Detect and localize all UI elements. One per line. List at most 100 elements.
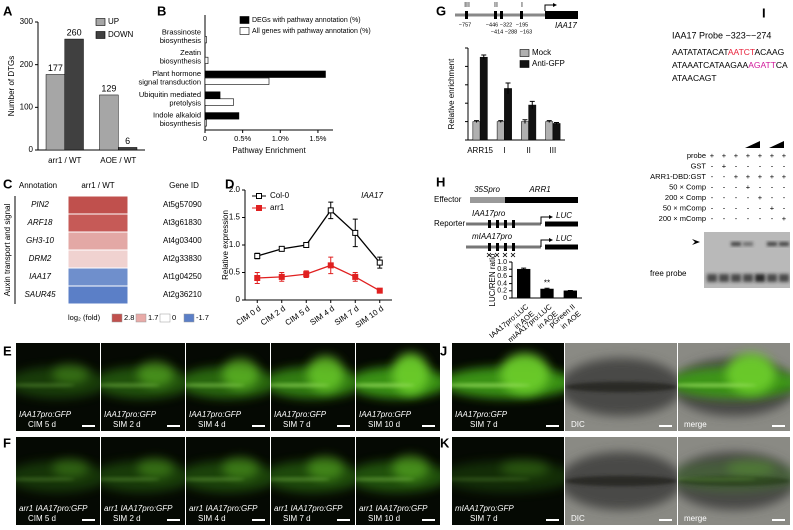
error-bar (567, 289, 573, 292)
heat-cell (67, 231, 129, 251)
error-bar (554, 122, 560, 125)
sign: + (758, 172, 763, 181)
sign: - (747, 214, 750, 223)
panel-label: B (157, 3, 166, 18)
gfp (307, 355, 345, 392)
mutation (502, 252, 508, 258)
sign: + (758, 151, 763, 160)
scale-label: 2.8 (124, 313, 134, 322)
value-label: 260 (67, 27, 82, 37)
caption: CIM 5 d (28, 514, 56, 523)
value-label: 177 (48, 63, 63, 73)
sign: - (783, 161, 786, 170)
gfp (452, 477, 531, 482)
tss-arrow (544, 4, 553, 11)
micrograph (565, 437, 677, 525)
x-tick-label: 0 (203, 134, 207, 143)
scale-label: 0 (172, 313, 176, 322)
sign: - (723, 214, 726, 223)
position-label: −446 (486, 22, 498, 28)
gfp (392, 353, 430, 395)
y-axis-label: Relative enrichment (447, 58, 456, 129)
error-bar (522, 119, 528, 124)
binding-site (496, 220, 499, 228)
x-tick-label: 0.5% (234, 134, 251, 143)
sequence-segment: AATATATACAT (672, 47, 728, 57)
bar (204, 70, 326, 78)
sign: + (770, 203, 775, 212)
sign: - (759, 203, 762, 212)
marker (254, 275, 261, 281)
legend-swatch (239, 27, 250, 35)
position-label: −757 (459, 22, 471, 28)
sign: - (783, 193, 786, 202)
significance: ** (544, 278, 550, 287)
probe-title: IAA17 Probe −323~−274 (672, 30, 771, 40)
sign: - (711, 161, 714, 170)
mutation (510, 252, 516, 258)
sequence-segment: CA (776, 60, 788, 70)
band (731, 242, 741, 246)
gfp (52, 458, 90, 478)
bar (504, 88, 512, 141)
y-tick-label: 0 (236, 295, 241, 304)
construct-label: ARR1 (528, 185, 550, 194)
gfp (678, 477, 757, 482)
y-tick-label: signal transduction (138, 77, 201, 86)
x-tick-label: CIM 2 d (259, 304, 287, 327)
construct-label: 35Spro (474, 185, 500, 194)
band (767, 242, 777, 246)
marker (278, 273, 285, 280)
band (743, 242, 753, 246)
sign: - (747, 203, 750, 212)
caption: SIM 10 d (368, 420, 400, 429)
y-tick-label: 100 (20, 102, 34, 111)
sign: - (771, 193, 774, 202)
gene-name: PIN2 (31, 200, 49, 209)
gfp (186, 383, 245, 388)
sequence-segment: AATCT (728, 47, 755, 57)
sign: - (723, 193, 726, 202)
caption: SIM 2 d (113, 514, 141, 523)
sign: + (722, 151, 727, 160)
marker (376, 287, 383, 294)
caption: IAA17pro:GFP (359, 410, 412, 419)
error-bar (546, 120, 552, 123)
sequence-segment: ACAAG (755, 47, 785, 57)
y-tick-label: 1.0 (497, 259, 507, 266)
gfp (222, 358, 260, 390)
panel-label: D (225, 176, 234, 191)
sign: + (734, 151, 739, 160)
scale-swatch (111, 313, 123, 323)
gene-id: At1g04250 (163, 272, 202, 281)
error-bar (498, 120, 504, 123)
scale-title: log₂ (fold) (68, 313, 101, 322)
sign: - (711, 203, 714, 212)
caption: arr1 IAA17pro:GFP (19, 504, 88, 513)
arrowhead (692, 239, 700, 245)
caption: SIM 7 d (283, 420, 311, 429)
bar (204, 56, 209, 65)
scale-swatch (135, 313, 147, 323)
y-tick-label: 0 (503, 295, 507, 302)
construct-label: LUC (556, 211, 572, 220)
sign: - (747, 161, 750, 170)
x-tick-label: III (550, 146, 557, 155)
micrograph (186, 437, 270, 525)
y-axis-label: Number of DTGs (7, 56, 16, 116)
gene-name: SAUR45 (24, 290, 56, 299)
sign: - (735, 182, 738, 191)
gene-name: GH3-10 (26, 236, 55, 245)
band (779, 242, 789, 246)
gfp (271, 383, 330, 388)
y-tick-label: Indole alkaloid (153, 111, 201, 120)
sign: - (723, 172, 726, 181)
bar (479, 56, 488, 141)
sign: + (746, 182, 751, 191)
bar (204, 119, 207, 127)
micrograph (678, 437, 790, 525)
gfp (452, 383, 531, 388)
legend-marker (256, 205, 262, 211)
gfp (392, 455, 430, 481)
value-label: 129 (101, 83, 116, 93)
